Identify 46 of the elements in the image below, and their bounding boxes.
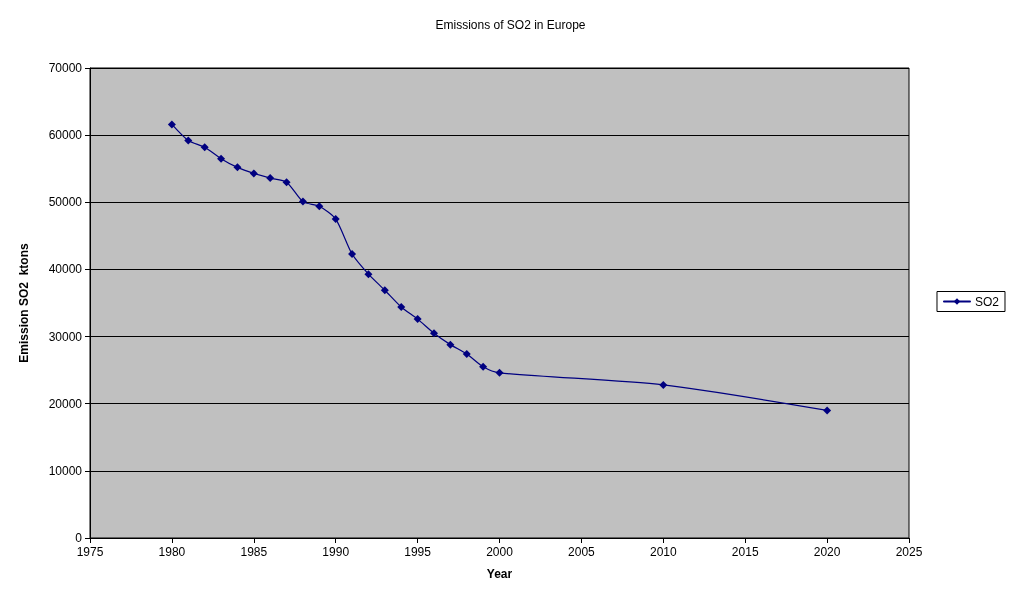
point: [331, 215, 340, 224]
y-tick-label: 20000: [48, 396, 83, 411]
point: [364, 270, 373, 279]
point: [397, 303, 406, 312]
point: [823, 406, 832, 415]
chart-title: Emissions of SO2 in Europe: [435, 18, 586, 32]
y-tick-label: 30000: [48, 329, 83, 344]
y-tick-label: 70000: [48, 61, 83, 75]
y-axis-title: Emission SO2 ktons: [17, 242, 31, 363]
point: [462, 350, 471, 359]
point: [659, 380, 668, 389]
legend-label: SO2: [974, 294, 1000, 309]
x-tick-label: 2010: [649, 545, 677, 559]
point: [348, 249, 357, 258]
y-tick-label: 0: [75, 531, 83, 545]
x-tick-label: 1995: [404, 545, 432, 559]
point: [380, 286, 389, 295]
point: [429, 329, 438, 338]
y-tick-label: 10000: [48, 463, 83, 478]
point: [167, 120, 176, 129]
point: [413, 315, 422, 324]
y-tick-label: 50000: [48, 195, 83, 210]
x-tick-label: 1985: [240, 545, 268, 559]
point: [233, 163, 242, 172]
point: [249, 169, 258, 178]
point: [217, 154, 226, 163]
x-tick-label: 2015: [731, 545, 759, 559]
x-tick-label: 1980: [158, 545, 186, 559]
x-tick-label: 1990: [322, 545, 350, 559]
point: [298, 197, 307, 206]
x-tick-label: 1975: [76, 545, 104, 559]
point: [495, 368, 504, 377]
point: [282, 178, 291, 187]
x-axis-title: Year: [486, 567, 513, 581]
point: [266, 174, 275, 183]
x-tick-label: 2000: [486, 545, 514, 559]
y-tick-label: 60000: [48, 128, 83, 143]
point: [446, 340, 455, 349]
point: [184, 136, 193, 145]
point: [200, 143, 209, 152]
x-tick-label: 2005: [568, 545, 596, 559]
point: [479, 362, 488, 371]
x-tick-label: 2025: [895, 545, 923, 559]
y-tick-label: 40000: [48, 262, 83, 277]
x-tick-label: 2020: [813, 545, 841, 559]
point: [315, 202, 324, 211]
